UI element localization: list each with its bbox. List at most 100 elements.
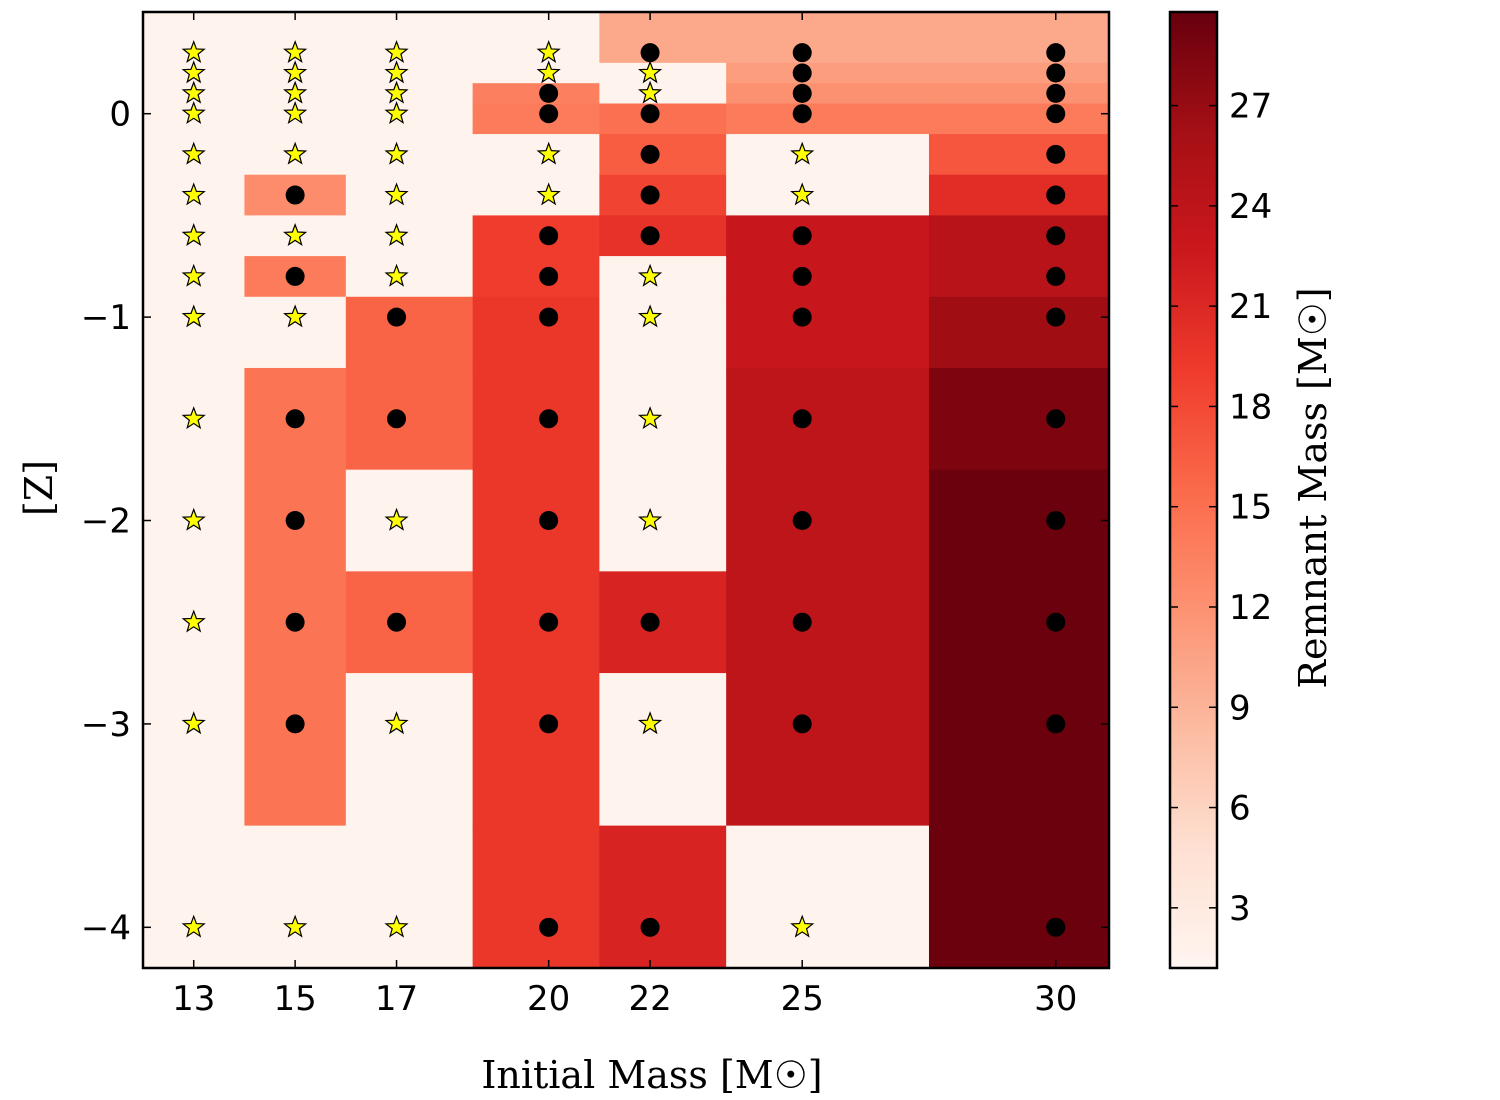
black-hole-marker xyxy=(792,307,812,327)
heatmap-cell xyxy=(345,134,474,176)
y-tick-label: −3 xyxy=(81,705,131,745)
neutron-star-marker xyxy=(181,100,206,124)
black-hole-marker xyxy=(1046,43,1066,63)
heatmap-cell xyxy=(472,12,600,64)
black-hole-marker xyxy=(1046,714,1066,734)
black-hole-marker xyxy=(1046,612,1066,632)
heatmap-cell xyxy=(472,571,600,674)
neutron-star-marker xyxy=(790,141,815,165)
black-hole-marker xyxy=(640,226,660,246)
heatmap-cell xyxy=(726,367,930,471)
heatmap-cell xyxy=(928,83,1110,105)
neutron-star-marker xyxy=(283,80,308,104)
black-hole-marker xyxy=(640,104,660,124)
heatmap-cell xyxy=(726,215,930,257)
black-hole-marker xyxy=(1046,226,1066,246)
heatmap-cell xyxy=(345,62,474,84)
neutron-star-marker xyxy=(384,60,409,84)
heatmap-cell xyxy=(472,296,600,369)
heatmap-cell xyxy=(726,256,930,298)
heatmap-cell xyxy=(928,571,1110,674)
neutron-star-marker xyxy=(181,263,206,287)
y-tick-label: −2 xyxy=(81,502,131,542)
black-hole-marker xyxy=(640,612,660,632)
heatmap-cell xyxy=(472,256,600,298)
heatmap-cell xyxy=(928,134,1110,176)
black-hole-marker xyxy=(792,612,812,632)
black-hole-marker xyxy=(1046,917,1066,937)
black-hole-marker xyxy=(640,917,660,937)
neutron-star-marker xyxy=(181,182,206,206)
neutron-star-marker xyxy=(637,60,663,84)
black-hole-marker xyxy=(539,917,559,937)
heatmap-cell xyxy=(244,673,347,827)
x-tick-label: 15 xyxy=(273,979,316,1019)
neutron-star-marker xyxy=(790,182,815,206)
heatmap-cell xyxy=(143,825,246,969)
neutron-star-marker xyxy=(181,507,206,531)
x-tick-label: 30 xyxy=(1034,979,1077,1019)
neutron-star-marker xyxy=(181,39,206,63)
colorbar-axis: 3 6 9 12 15 18 21 24 27 xyxy=(1170,87,1272,929)
neutron-star-marker xyxy=(181,60,206,84)
neutron-star-marker xyxy=(790,914,815,938)
heatmap-cell xyxy=(599,296,727,369)
black-hole-marker xyxy=(1046,511,1066,531)
heatmap-cell xyxy=(345,367,474,471)
heatmap-cells xyxy=(143,12,1110,969)
black-hole-marker xyxy=(285,511,305,531)
axes: 13 15 17 20 22 25 30 0 −1 −2 −3 −4 xyxy=(81,12,1109,1019)
black-hole-marker xyxy=(1046,144,1066,164)
neutron-star-marker xyxy=(637,263,663,287)
black-hole-marker xyxy=(539,511,559,531)
heatmap-cell xyxy=(726,825,930,969)
colorbar-tick-label: 18 xyxy=(1229,387,1272,427)
neutron-star-marker xyxy=(283,60,308,84)
heatmap-cell xyxy=(472,83,600,105)
black-hole-marker xyxy=(539,266,559,286)
colorbar-tick-label: 9 xyxy=(1229,688,1251,728)
black-hole-marker xyxy=(1046,307,1066,327)
neutron-star-marker xyxy=(536,141,561,165)
colorbar-tick-label: 27 xyxy=(1229,87,1272,127)
heatmap-cell xyxy=(599,256,727,298)
neutron-star-marker xyxy=(384,914,409,938)
heatmap-cell xyxy=(345,174,474,216)
heatmap-cell xyxy=(928,367,1110,471)
heatmap-cell xyxy=(726,673,930,827)
heatmap-cell xyxy=(472,62,600,84)
neutron-star-marker xyxy=(283,304,308,328)
black-hole-marker xyxy=(792,104,812,124)
heatmap-cell xyxy=(345,673,474,827)
heatmap-cell xyxy=(345,256,474,298)
neutron-star-marker xyxy=(283,223,308,247)
colorbar-tick-label: 24 xyxy=(1229,187,1272,227)
y-axis-label: [Z] xyxy=(17,460,61,516)
neutron-star-marker xyxy=(181,223,206,247)
black-hole-marker xyxy=(539,83,559,103)
colorbar-label: Remnant Mass [M☉] xyxy=(1291,287,1335,688)
black-hole-marker xyxy=(539,307,559,327)
y-tick-label: −4 xyxy=(81,908,131,948)
heatmap-cell xyxy=(599,825,727,969)
heatmap-cell xyxy=(928,174,1110,216)
heatmap-cell xyxy=(726,174,930,216)
heatmap-cell xyxy=(726,103,930,135)
colorbar-tick-label: 6 xyxy=(1229,789,1251,829)
heatmap-cell xyxy=(472,103,600,135)
heatmap-cell xyxy=(726,134,930,176)
heatmap-cell xyxy=(599,12,727,64)
colorbar xyxy=(1168,10,1219,970)
heatmap-cell xyxy=(928,62,1110,84)
neutron-star-marker xyxy=(637,711,663,735)
neutron-star-marker xyxy=(384,80,409,104)
y-tick-label: −1 xyxy=(81,298,131,338)
neutron-star-marker xyxy=(181,914,206,938)
neutron-star-marker xyxy=(384,141,409,165)
heatmap-cell xyxy=(244,825,347,969)
plot-frame xyxy=(141,10,1111,970)
heatmap-cell xyxy=(599,367,727,471)
heatmap-cell xyxy=(472,673,600,827)
heatmap-cell xyxy=(599,134,727,176)
heatmap-cell xyxy=(345,571,474,674)
